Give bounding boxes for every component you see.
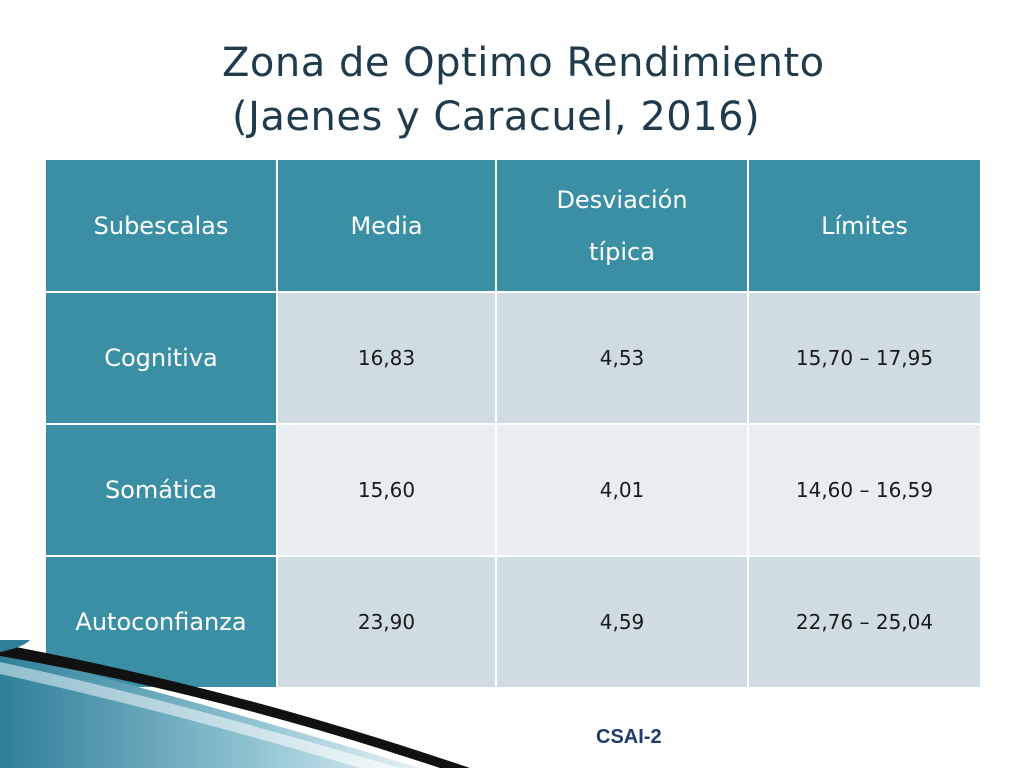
table-row: Somática 15,60 4,01 14,60 – 16,59	[44, 423, 982, 557]
header-desviacion-text: Desviación típica	[556, 185, 688, 266]
cell-media: 15,60	[276, 423, 497, 557]
swoosh-teal-band	[0, 652, 420, 768]
swoosh-corner	[0, 640, 30, 652]
row-label-somatica: Somática	[44, 423, 278, 557]
cell-media: 23,90	[276, 555, 497, 689]
footer-label: CSAI-2	[596, 726, 662, 748]
cell-limites: 15,70 – 17,95	[747, 291, 982, 425]
cell-limites: 14,60 – 16,59	[747, 423, 982, 557]
slide-title-line-1: Zona de Optimo Rendimiento	[222, 40, 825, 86]
table-row: Cognitiva 16,83 4,53 15,70 – 17,95	[44, 291, 982, 425]
slide-title: Zona de Optimo Rendimiento (Jaenes y Car…	[0, 36, 1024, 144]
swoosh-light-band	[0, 662, 400, 768]
swoosh-dark-stroke	[0, 644, 470, 768]
cell-desviacion: 4,53	[495, 291, 749, 425]
results-table: Subescalas Media Desviación típica Límit…	[44, 158, 982, 689]
cell-desviacion: 4,59	[495, 555, 749, 689]
decorative-swoosh	[0, 640, 470, 768]
header-media: Media	[276, 158, 497, 293]
cell-media: 16,83	[276, 291, 497, 425]
header-desviacion: Desviación típica	[495, 158, 749, 293]
header-subescalas: Subescalas	[44, 158, 278, 293]
slide-title-line-2: (Jaenes y Caracuel, 2016)	[232, 94, 761, 140]
cell-desviacion: 4,01	[495, 423, 749, 557]
table-header-row: Subescalas Media Desviación típica Límit…	[44, 158, 982, 293]
row-label-cognitiva: Cognitiva	[44, 291, 278, 425]
header-limites: Límites	[747, 158, 982, 293]
cell-limites: 22,76 – 25,04	[747, 555, 982, 689]
